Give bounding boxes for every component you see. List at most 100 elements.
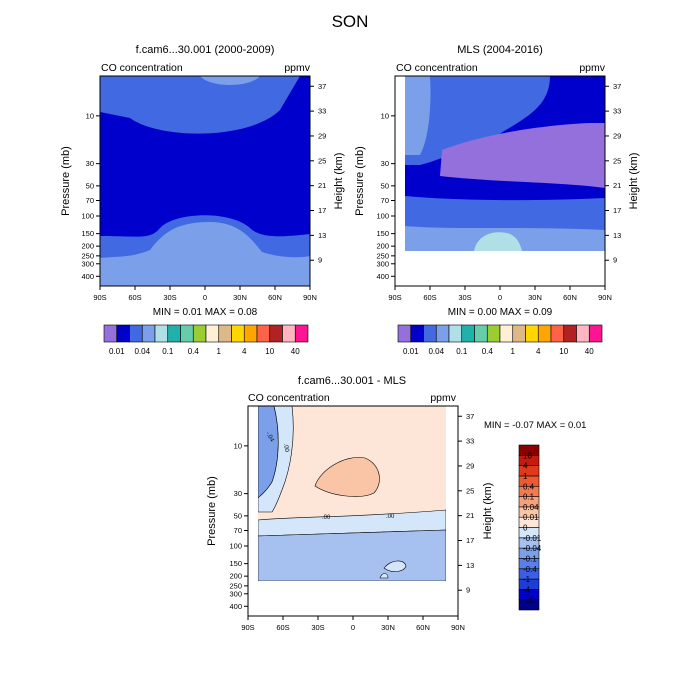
panel-diff-minmax: MIN = -0.07 MAX = 0.01 [484, 420, 586, 431]
mls-region-blue-wedge [405, 76, 550, 165]
diff-contour-label-1: -.04 [264, 431, 275, 444]
colorbar-swatch [423, 324, 437, 343]
panel-diff-ylabel: Pressure (mb) [206, 476, 218, 546]
x-tick-label: 30N [528, 293, 542, 302]
colorbar-swatch [103, 324, 118, 343]
colorbar-swatch [397, 324, 412, 343]
colorbar-label: -10 [523, 596, 535, 605]
height-tick-label: 25 [466, 486, 474, 495]
colorbar-swatch [499, 324, 514, 343]
colorbar-label: 0.04 [523, 503, 539, 512]
colorbar-swatch [474, 324, 488, 343]
colorbar-swatch [282, 324, 296, 343]
colorbar-swatch [550, 324, 565, 343]
colorbar-swatch [448, 324, 463, 343]
pressure-tick-label: 100 [229, 542, 242, 551]
colorbar-label: 0.04 [428, 347, 444, 356]
height-tick-label: 21 [318, 181, 326, 190]
x-tick-label: 0 [498, 293, 502, 302]
height-tick-label: 37 [318, 82, 326, 91]
panel-diff-title: f.cam6...30.001 - MLS [298, 375, 406, 387]
x-tick-label: 90S [388, 293, 401, 302]
x-tick-label: 0 [203, 293, 207, 302]
colorbar-label: 4 [242, 347, 247, 356]
colorbar-label: 10 [559, 347, 568, 356]
page-title: SON [332, 12, 369, 31]
diff-region-lower [258, 529, 446, 581]
colorbar-label: 0.1 [162, 347, 174, 356]
pressure-tick-label: 100 [81, 212, 94, 221]
model-region-top-light [200, 76, 260, 85]
colorbar-label: 4 [523, 462, 528, 471]
height-tick-label: 33 [466, 437, 474, 446]
colorbar-label: -1 [523, 575, 531, 584]
pressure-tick-label: 50 [86, 181, 94, 190]
panel-diff-left-label: CO concentration [248, 392, 330, 404]
x-tick-label: 30S [163, 293, 176, 302]
pressure-tick-label: 400 [229, 602, 242, 611]
colorbar-swatch [563, 324, 577, 343]
colorbar-swatch [588, 324, 603, 343]
colorbar-label: 10 [265, 347, 274, 356]
colorbar-swatch [231, 324, 245, 343]
height-tick-label: 33 [318, 107, 326, 116]
x-tick-label: 90N [451, 623, 465, 632]
x-tick-label: 0 [351, 623, 355, 632]
height-tick-label: 21 [613, 181, 621, 190]
pressure-tick-label: 300 [229, 589, 242, 598]
colorbar-label: 0.4 [188, 347, 200, 356]
diff-contour-label-2: .00 [282, 443, 289, 453]
panel-model-left-label: CO concentration [101, 62, 183, 74]
height-tick-label: 33 [613, 107, 621, 116]
x-tick-label: 60N [563, 293, 577, 302]
pressure-tick-label: 50 [381, 181, 389, 190]
colorbar-label: 1 [511, 347, 516, 356]
colorbar-swatch [256, 324, 271, 343]
panel-mls-title: MLS (2004-2016) [457, 44, 543, 56]
pressure-tick-label: 150 [229, 559, 242, 568]
pressure-tick-label: 150 [81, 229, 94, 238]
height-tick-label: 29 [466, 461, 474, 470]
pressure-tick-label: 400 [81, 272, 94, 281]
colorbar-swatch [410, 324, 424, 343]
height-tick-label: 13 [613, 231, 621, 240]
colorbar-label: 0.4 [523, 482, 535, 491]
pressure-tick-label: 100 [376, 212, 389, 221]
panel-mls-right-label: ppmv [579, 62, 605, 74]
height-tick-label: 17 [318, 206, 326, 215]
panel-model-field [100, 76, 310, 286]
panel-diff-right-label: ppmv [430, 392, 456, 404]
colorbar-label: 0.04 [134, 347, 150, 356]
colorbar-swatch [129, 324, 143, 343]
pressure-tick-label: 400 [376, 272, 389, 281]
pressure-tick-label: 70 [381, 196, 389, 205]
panel-model: f.cam6...30.001 (2000-2009) CO concentra… [60, 44, 345, 356]
colorbar-swatch [141, 324, 156, 343]
colorbar-label: 0.01 [523, 513, 539, 522]
diff-contour-label-4: .00 [386, 514, 395, 520]
colorbar-label: 0 [523, 524, 528, 533]
pressure-tick-label: 200 [376, 242, 389, 251]
height-tick-label: 13 [466, 561, 474, 570]
colorbar-swatch [205, 324, 220, 343]
colorbar-swatch [180, 324, 194, 343]
pressure-tick-label: 10 [234, 441, 242, 450]
pressure-tick-label: 70 [234, 526, 242, 535]
colorbar-swatch [116, 324, 130, 343]
panel-mls-left-label: CO concentration [396, 62, 478, 74]
colorbar-swatch [154, 324, 169, 343]
pressure-tick-label: 250 [229, 581, 242, 590]
x-tick-label: 90N [598, 293, 612, 302]
x-tick-label: 90S [241, 623, 254, 632]
colorbar-swatch [461, 324, 475, 343]
pressure-tick-label: 200 [81, 242, 94, 251]
x-tick-label: 60N [416, 623, 430, 632]
colorbar-label: -4 [523, 585, 531, 594]
colorbar-label: 0.01 [109, 347, 125, 356]
panel-mls: MLS (2004-2016) CO concentration ppmv 90… [354, 44, 640, 356]
panel-model-right-label: ppmv [284, 62, 310, 74]
colorbar-label: -0.1 [523, 554, 537, 563]
colorbar-swatch [435, 324, 450, 343]
x-tick-label: 90S [93, 293, 106, 302]
